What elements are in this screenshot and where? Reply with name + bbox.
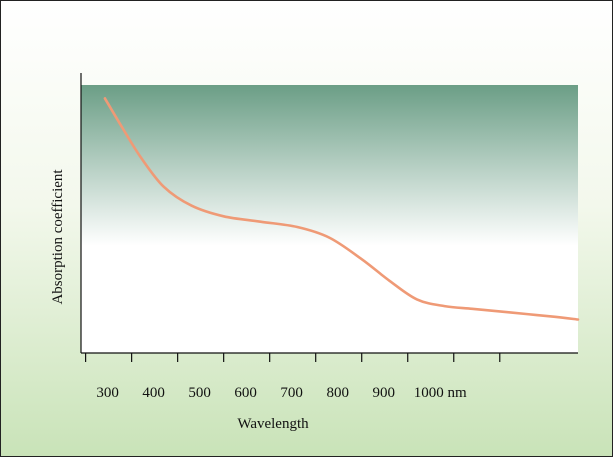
x-tick-label: 500 — [188, 385, 211, 401]
x-tick-label: 700 — [280, 385, 303, 401]
axes: 300 400 500 600 700 800 900 1000 nm — [80, 73, 578, 401]
x-tick-label: 300 — [96, 385, 119, 401]
x-tick-label: 800 — [326, 385, 349, 401]
absorption-curve — [103, 97, 580, 321]
x-axis-title: Wavelength — [237, 416, 309, 432]
y-axis-title: Absorption coefficient — [50, 169, 66, 305]
x-tick-label: 400 — [142, 385, 165, 401]
x-tick-label: 900 — [372, 385, 395, 401]
x-tick-label: 1000 nm — [414, 385, 467, 401]
x-tick-labels: 300 400 500 600 700 800 900 1000 nm — [96, 385, 467, 401]
x-ticks — [85, 353, 501, 362]
x-tick-label: 600 — [234, 385, 257, 401]
plot-area — [81, 85, 578, 353]
